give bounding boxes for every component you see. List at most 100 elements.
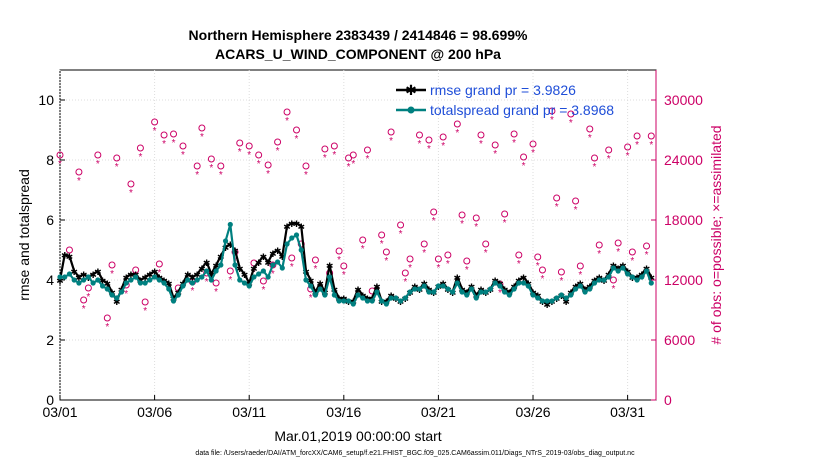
spread-point [535, 295, 541, 301]
obs-assimilated-marker: * [86, 292, 90, 303]
obs-assimilated-marker: * [195, 170, 199, 181]
obs-assimilated-marker: * [247, 150, 251, 161]
obs-assimilated-marker: * [366, 154, 370, 165]
obs-assimilated-marker: * [276, 146, 280, 157]
spread-point [308, 283, 314, 289]
obs-assimilated-marker: * [332, 150, 336, 161]
obs-assimilated-marker: * [238, 147, 242, 158]
obs-possible-marker [170, 130, 178, 138]
spread-point [379, 298, 385, 304]
spread-point [274, 259, 281, 265]
spread-point [525, 283, 531, 289]
y-axis-ticks: 0 2 4 6 8 10 [38, 92, 65, 408]
obs-possible-marker [463, 257, 471, 265]
spread-point [478, 289, 484, 295]
obs-assimilated-marker: * [574, 205, 578, 216]
spread-point [435, 283, 442, 289]
rmse-point: ✱ [217, 252, 225, 262]
y-axis-label: rmse and totalspread [16, 169, 32, 301]
chart-title-line2: ACARS_U_WIND_COMPONENT @ 200 hPa [215, 46, 501, 62]
spread-point [620, 265, 626, 271]
spread-point [85, 274, 91, 280]
obs-possible-marker [321, 145, 329, 153]
obs-assimilated-marker: * [512, 138, 516, 149]
obs-possible-marker [56, 151, 64, 159]
obs-possible-marker [141, 298, 149, 306]
x-axis-ticks: 03/01 03/06 03/11 03/16 03/21 03/26 03/31 [42, 395, 645, 420]
obs-possible-marker [453, 120, 461, 128]
spread-point [350, 301, 356, 307]
obs-possible-marker [245, 142, 253, 150]
obs-possible-marker [283, 108, 291, 116]
spread-point [185, 277, 191, 283]
obs-possible-marker [359, 236, 367, 244]
rmse-point: ✱ [122, 273, 130, 283]
obs-assimilated-marker: * [323, 153, 327, 164]
obs-assimilated-marker: * [115, 162, 119, 173]
obs-possible-marker [415, 131, 423, 139]
obs-assimilated-marker: * [555, 202, 559, 213]
rmse-point: ✱ [208, 270, 216, 280]
plot-area [59, 69, 657, 401]
y-right-tick-label: 24000 [664, 152, 703, 168]
obs-assimilated-marker: * [209, 163, 213, 174]
rmse-point: ✱ [127, 270, 135, 280]
spread-point [213, 268, 219, 274]
spread-point [336, 298, 342, 304]
spread-point [610, 265, 617, 271]
spread-point [539, 298, 546, 304]
obs-assimilated-marker: * [559, 276, 563, 287]
obs-possible-marker [378, 231, 386, 239]
x-tick-label: 03/11 [232, 404, 266, 420]
obs-possible-marker [226, 267, 234, 275]
spread-point [57, 274, 63, 280]
obs-possible-marker [477, 131, 485, 139]
obs-possible-marker [311, 256, 319, 264]
y-right-tick-label: 0 [664, 392, 672, 408]
obs-possible-marker [406, 255, 414, 263]
spread-point [142, 280, 148, 286]
obs-possible-marker [614, 239, 622, 247]
spread-point [123, 280, 129, 286]
y-right-axis-label: # of obs: o=possible; ×=assimilated [708, 125, 724, 344]
spread-point [133, 274, 139, 280]
spread-point [118, 289, 125, 295]
obs-assimilated-marker: * [129, 188, 133, 199]
rmse-point: ✱ [307, 276, 315, 286]
spread-point [383, 301, 389, 307]
rmse-point: ✱ [373, 282, 381, 292]
y-right-tick-label: 12000 [664, 272, 703, 288]
obs-assimilated-marker: * [271, 269, 275, 280]
spread-point [492, 280, 498, 286]
obs-possible-marker [155, 260, 163, 268]
spread-point [364, 298, 371, 304]
rmse-point: ✱ [269, 249, 277, 259]
spread-point [582, 289, 588, 295]
obs-assimilated-marker: * [82, 304, 86, 315]
obs-assimilated-marker: * [484, 248, 488, 259]
obs-possible-marker [65, 246, 73, 254]
obs-possible-marker [382, 248, 390, 256]
obs-possible-marker [557, 268, 565, 276]
obs-assimilated-marker: * [290, 262, 294, 273]
spread-point [147, 277, 153, 283]
rmse-point: ✱ [562, 297, 570, 307]
obs-possible-marker [127, 180, 135, 188]
obs-possible-marker [302, 162, 310, 170]
obs-assimilated-marker: * [436, 263, 440, 274]
rmse-point: ✱ [227, 240, 235, 250]
spread-point [393, 295, 399, 301]
obs-assimilated-marker: * [569, 118, 573, 129]
spread-point [175, 292, 181, 298]
spread-point [322, 292, 328, 298]
spread-point [483, 289, 489, 295]
obs-possible-marker [363, 146, 371, 154]
spread-point [468, 286, 475, 292]
series-layer: ✱✱✱✱✱✱ ✱✱✱✱✱✱✱ ✱✱✱✱✱✱✱✱✱✱✱✱✱✱✱✱✱✱✱✱✱✱✱✱✱✱✱… [56, 219, 655, 310]
obs-assimilated-marker: * [200, 132, 204, 143]
obs-possible-marker [501, 210, 509, 218]
rmse-point: ✱ [354, 285, 362, 295]
spread-point [374, 289, 380, 295]
obs-assimilated-marker: * [649, 140, 653, 151]
spread-point [388, 295, 394, 301]
